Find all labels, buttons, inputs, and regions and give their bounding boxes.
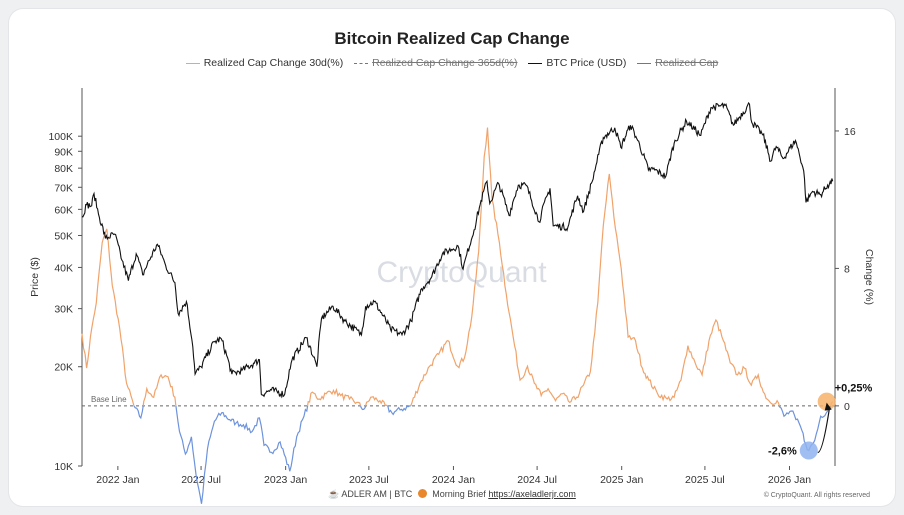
chart-title: Bitcoin Realized Cap Change [334,29,570,48]
annotation-negative-marker [799,441,818,460]
annotation-arrow-head [824,402,832,411]
baseline-label: Base Line [91,395,127,404]
y-right-tick-label: 16 [844,126,856,138]
x-tick-label: 2024 Jul [517,474,557,486]
legend-swatch-price [528,62,543,64]
x-tick-label: 2024 Jan [432,474,475,486]
legend-item-rc30[interactable]: Realized Cap Change 30d(%) [185,57,344,69]
footer-link[interactable]: https://axeladlerjr.com [488,489,576,499]
y-left-tick-label: 60K [54,204,73,216]
x-tick-label: 2022 Jan [96,474,139,486]
annotation-arrow-curve [817,406,831,454]
rc30-line-positive-8 [410,127,780,407]
y-left-tick-label: 70K [54,182,73,194]
legend-label-realized-cap: Realized Cap [655,57,719,69]
y-left-tick-label: 90K [54,146,73,158]
y-left-tick-label: 20K [54,362,73,374]
legend-swatch-realized-cap [637,62,652,64]
x-tick-label: 2026 Jan [768,474,811,486]
rc30-line-negative-7 [387,405,411,416]
x-tick-label: 2025 Jul [685,474,725,486]
y-right-tick-label: 8 [844,263,850,275]
rc30-line-positive-4 [307,387,362,407]
legend-label-price: BTC Price (USD) [546,57,627,69]
annotation-positive-label: +0,25% [835,383,873,395]
x-tick-label: 2023 Jan [264,474,307,486]
y-left-tick-label: 30K [54,304,73,316]
legend-swatch-rc30 [185,62,200,64]
y-left-tick-label: 50K [54,230,73,242]
x-tick-label: 2025 Jan [600,474,643,486]
rc30-line-negative-5 [360,405,367,411]
chart-legend: Realized Cap Change 30d(%) Realized Cap … [0,57,904,69]
watermark: CryptoQuant [376,256,547,289]
y-axis-left-label: Price ($) [29,257,41,297]
y-left-tick-label: 100K [48,131,73,143]
rc30-line-negative-1 [133,405,144,420]
rc30-line-positive-2 [142,373,177,406]
legend-item-rc365[interactable]: Realized Cap Change 365d(%) [354,57,517,69]
y-axis-right-label: Change (%) [863,249,875,305]
footer-author: ADLER AM | BTC [341,489,413,499]
y-right-tick-label: 0 [844,401,850,413]
legend-item-realized-cap[interactable]: Realized Cap [637,57,718,69]
rc30-line-positive-0 [81,228,135,407]
y-left-tick-label: 10K [54,461,73,473]
annotation-positive-marker [817,392,836,411]
coffee-icon: ☕ [328,489,340,499]
y-left-tick-label: 80K [54,163,73,175]
rc30-line-positive-6 [365,396,388,407]
btc-price-line [81,101,834,399]
annotation-negative-label: -2,6% [768,446,797,458]
x-tick-label: 2022 Jul [181,474,221,486]
footer-brief: Morning Brief [432,489,486,499]
x-tick-label: 2023 Jul [349,474,389,486]
legend-swatch-rc365 [354,62,369,64]
chart-footer: ☕ ADLER AM | BTC Morning Brief https://a… [0,489,904,500]
y-left-tick-label: 40K [54,262,73,274]
legend-label-rc30: Realized Cap Change 30d(%) [203,57,344,69]
orange-dot-icon [417,489,427,498]
rc30-line-negative-3 [175,405,309,504]
chart-card [9,9,895,506]
footer-copyright: © CryptoQuant. All rights reserved [763,492,870,499]
legend-item-price[interactable]: BTC Price (USD) [528,57,626,69]
legend-label-rc365: Realized Cap Change 365d(%) [372,57,518,69]
